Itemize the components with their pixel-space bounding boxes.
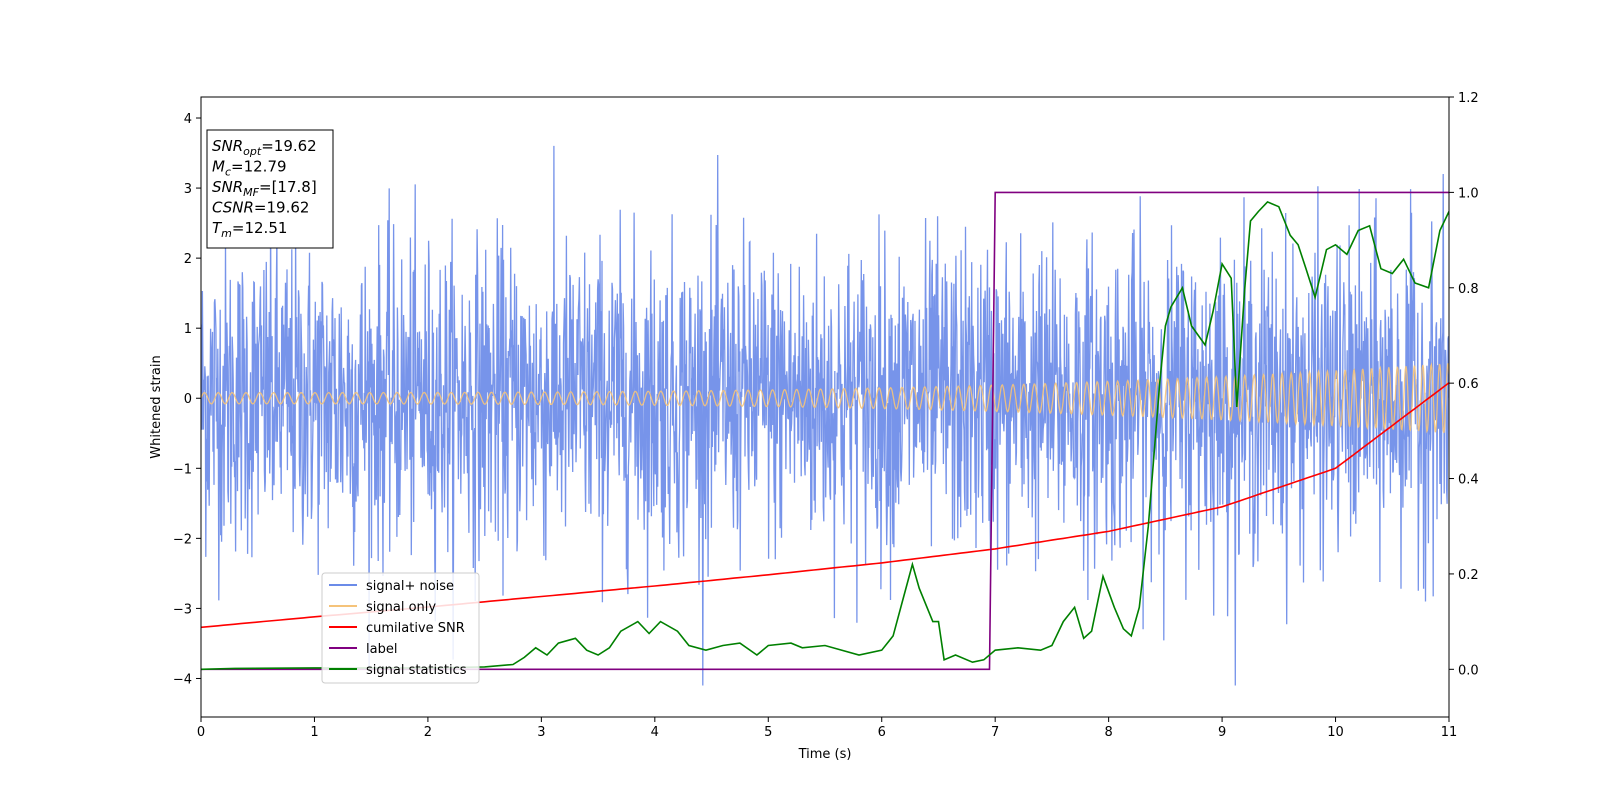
x-tick-label: 2: [424, 725, 432, 740]
y-left-tick-label: −3: [173, 602, 192, 617]
y-right-tick-label: 1.0: [1458, 186, 1479, 201]
legend-label: signal statistics: [366, 663, 467, 678]
series-signal-only: [201, 362, 1449, 434]
info-line: SNRopt=19.62: [212, 137, 317, 158]
x-tick-label: 6: [878, 725, 886, 740]
y-right-tick-label: 0.0: [1458, 663, 1479, 678]
y-left-tick-label: −4: [173, 672, 192, 687]
y-left-tick-label: 0: [184, 392, 192, 407]
x-tick-label: 9: [1218, 725, 1226, 740]
legend: signal+ noise signal only cumilative SNR la…: [321, 572, 480, 684]
legend-label: signal+ noise: [366, 579, 454, 594]
y-left-tick-label: 1: [184, 322, 192, 337]
y-right-tick-label: 0.4: [1458, 473, 1479, 488]
info-box-frame: [206, 129, 334, 249]
y-axis-label: Whitened strain: [149, 355, 164, 458]
x-tick-label: 11: [1441, 725, 1458, 740]
series-line-signal-statistics: [201, 200, 1449, 671]
x-tick-label: 10: [1327, 725, 1344, 740]
legend-label: signal only: [366, 600, 436, 615]
x-tick-label: 3: [537, 725, 545, 740]
legend-label: label: [366, 642, 397, 657]
y-left-tick-label: 2: [184, 252, 192, 267]
plot-frame: [200, 96, 1450, 718]
y-left-tick-label: 4: [184, 112, 192, 127]
series-line-signal-only: [201, 362, 1449, 434]
info-line: CSNR=19.62: [212, 199, 309, 217]
info-line: Mc=12.79: [212, 158, 287, 179]
series-line-label: [201, 191, 1449, 671]
legend-label: cumilative SNR: [366, 621, 465, 636]
y-axis-right: 0.0 0.2 0.4 0.6 0.8 1.0 1.2: [1449, 91, 1479, 678]
y-right-tick-label: 0.8: [1458, 282, 1479, 297]
legend-frame: [321, 572, 480, 684]
y-right-tick-label: 0.2: [1458, 568, 1479, 583]
y-left-tick-label: −2: [173, 532, 192, 547]
x-tick-label: 4: [651, 725, 659, 740]
x-tick-label: 7: [991, 725, 999, 740]
x-tick-label: 1: [310, 725, 318, 740]
info-line: Tm=12.51: [212, 219, 287, 240]
y-right-tick-label: 0.6: [1458, 377, 1479, 392]
x-tick-label: 5: [764, 725, 772, 740]
y-axis-left: −4 −3 −2 −1 0 1 2 3 4: [173, 112, 201, 687]
x-tick-label: 0: [197, 725, 205, 740]
info-box: SNRopt=19.62Mc=12.79SNRMF=[17.8]CSNR=19.…: [206, 129, 334, 249]
x-axis: 0 1 2 3 4 5 6 7 8 9 10 11: [197, 717, 1457, 740]
x-tick-label: 8: [1104, 725, 1112, 740]
info-line: SNRMF=[17.8]: [212, 178, 317, 199]
y-left-tick-label: 3: [184, 182, 192, 197]
y-right-tick-label: 1.2: [1458, 91, 1479, 106]
x-axis-label: Time (s): [798, 747, 852, 762]
y-left-tick-label: −1: [173, 462, 192, 477]
